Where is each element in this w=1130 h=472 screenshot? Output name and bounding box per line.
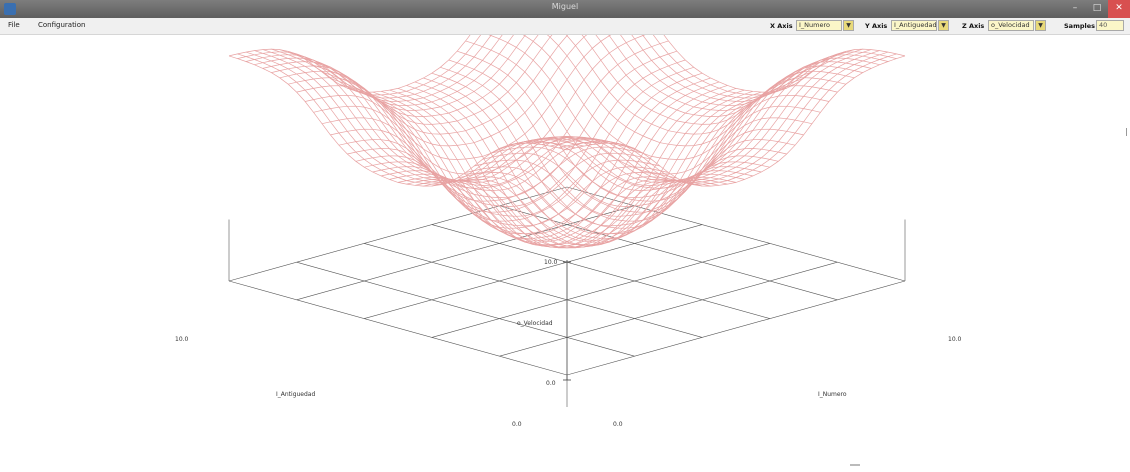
floor-grid-line	[431, 243, 770, 338]
mesh-line	[482, 17, 821, 160]
mesh-line	[601, 0, 880, 102]
z-axis	[563, 260, 571, 381]
toolbar: File Configuration X Axis I_Numero ▼ Y A…	[0, 18, 1130, 35]
mesh-line	[556, 0, 855, 117]
floor-grid-line	[566, 280, 906, 376]
mesh-line	[431, 72, 770, 229]
mesh-line	[237, 53, 576, 185]
z-axis-select[interactable]: o_Velocidad	[988, 20, 1034, 31]
z-axis-title: o_Velocidad	[517, 320, 553, 327]
y-max-tick-label: 10.0	[175, 336, 189, 343]
window-edge-mark	[1126, 128, 1130, 136]
floor-grid-line	[431, 224, 770, 319]
mesh-line	[440, 66, 779, 222]
floor-grid-line	[499, 261, 838, 357]
mesh-line	[355, 66, 694, 222]
mesh-line	[406, 85, 745, 243]
mesh-line	[330, 78, 669, 227]
mesh-line	[321, 71, 661, 217]
mesh-line	[448, 59, 787, 213]
mesh-line	[364, 72, 703, 229]
z-min-tick-label: 0.0	[546, 380, 556, 387]
floor-grid-line	[228, 280, 568, 376]
z-max-tick-label: 10.0	[544, 259, 558, 266]
mesh-line	[338, 50, 678, 202]
x-axis-dropdown-arrow-icon[interactable]: ▼	[843, 20, 854, 31]
mesh-line	[448, 87, 787, 241]
mesh-line	[516, 49, 855, 183]
samples-input[interactable]: 40	[1096, 20, 1124, 31]
mesh-line	[389, 85, 728, 243]
x-min-tick-label: 0.0	[613, 421, 623, 428]
z-axis-label: Z Axis	[962, 22, 985, 30]
scroll-indicator	[850, 464, 860, 466]
floor-grid-line	[364, 224, 703, 319]
mesh-line	[262, 49, 601, 182]
title-bar: Miguel – □ ✕	[0, 0, 1130, 18]
mesh-line	[465, 78, 804, 227]
mesh-line	[490, 58, 830, 198]
mesh-line	[279, 49, 618, 183]
floor-grid-line	[499, 205, 838, 301]
mesh-line	[534, 0, 846, 125]
mesh-line	[237, 0, 510, 96]
mesh-line	[305, 7, 644, 147]
x-max-tick-label: 10.0	[948, 336, 962, 343]
mesh-line	[499, 54, 838, 191]
y-axis-select[interactable]: I_Antiguedad	[891, 20, 937, 31]
z-axis-dropdown-arrow-icon[interactable]: ▼	[1035, 20, 1046, 31]
y-min-tick-label: 0.0	[512, 421, 522, 428]
mesh-line	[474, 71, 813, 217]
minimize-icon[interactable]: –	[1072, 3, 1078, 13]
mesh-line	[465, 40, 804, 189]
mesh-line	[364, 91, 703, 248]
mesh-line	[313, 17, 652, 160]
mesh-line	[296, 54, 635, 191]
menu-file[interactable]: File	[8, 21, 20, 29]
y-axis-title: I_Antiguedad	[276, 391, 315, 398]
menu-configuration[interactable]: Configuration	[38, 21, 86, 29]
surface-mesh	[228, 0, 906, 249]
mesh-line	[279, 0, 578, 117]
mesh-line	[254, 0, 533, 102]
x-axis-label: X Axis	[770, 22, 793, 30]
mesh-line	[456, 50, 796, 202]
floor-grid-line	[296, 261, 635, 357]
y-axis-label: Y Axis	[865, 22, 888, 30]
mesh-line	[624, 0, 897, 96]
x-axis-select[interactable]: I_Numero	[796, 20, 842, 31]
mesh-line	[228, 0, 499, 93]
y-axis-dropdown-arrow-icon[interactable]: ▼	[938, 20, 949, 31]
mesh-line	[347, 59, 686, 213]
mesh-line	[558, 53, 897, 185]
mesh-line	[330, 40, 669, 189]
mesh-line	[490, 7, 830, 147]
maximize-icon[interactable]: □	[1092, 3, 1102, 13]
mesh-line	[347, 87, 686, 241]
app-icon	[4, 3, 16, 15]
mesh-line	[397, 88, 737, 246]
mesh-line	[288, 0, 600, 125]
close-icon[interactable]: ✕	[1108, 0, 1130, 18]
mesh-line	[304, 58, 644, 198]
window-title: Miguel	[551, 2, 579, 11]
mesh-line	[473, 29, 813, 175]
x-axis-title: I_Numero	[818, 391, 847, 398]
floor-grid-line	[364, 243, 703, 338]
mesh-line	[431, 91, 770, 248]
mesh-line	[635, 0, 906, 93]
mesh-line	[321, 29, 661, 175]
floor-grid-line	[296, 205, 635, 301]
mesh-line	[533, 49, 872, 182]
samples-label: Samples	[1064, 22, 1095, 30]
